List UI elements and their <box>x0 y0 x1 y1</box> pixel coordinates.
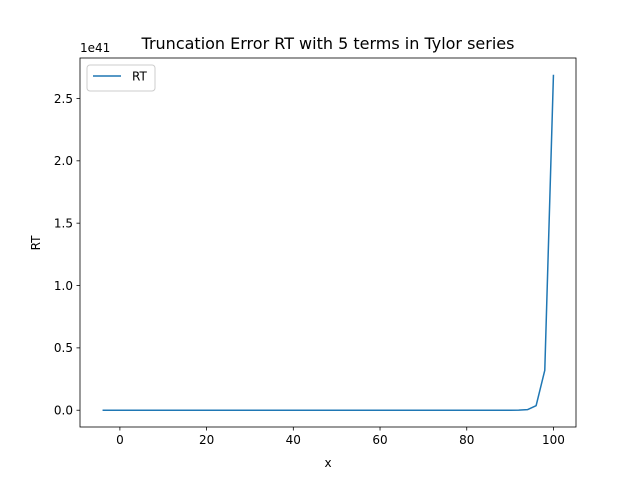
y-axis-label: RT <box>29 235 43 250</box>
x-tick-label: 0 <box>116 433 124 447</box>
y-tick-label: 2.0 <box>54 154 73 168</box>
axes-frame <box>79 57 577 428</box>
y-tick-label: 1.5 <box>54 216 73 230</box>
x-tick-label: 40 <box>286 433 301 447</box>
y-tick-label: 0.5 <box>54 341 73 355</box>
y-tick-label: 1.0 <box>54 279 73 293</box>
legend: RT <box>86 64 156 92</box>
y-tick-label: 2.5 <box>54 92 73 106</box>
plot-area: 0 20 40 60 80 100 0.0 0.5 1.0 1.5 2.0 2.5 <box>54 57 577 447</box>
x-axis-label: x <box>324 456 331 470</box>
series-line-rt <box>102 74 555 411</box>
x-tick-label: 60 <box>372 433 387 447</box>
x-tick-label: 20 <box>199 433 214 447</box>
legend-label-rt: RT <box>132 70 147 84</box>
y-tick-label: 0.0 <box>54 404 73 418</box>
x-tick-label: 80 <box>459 433 474 447</box>
x-tick-label: 100 <box>542 433 565 447</box>
chart-title: Truncation Error RT with 5 terms in Tylo… <box>141 34 515 53</box>
legend-box <box>86 64 156 92</box>
y-axis-offset-text: 1e41 <box>80 41 110 55</box>
